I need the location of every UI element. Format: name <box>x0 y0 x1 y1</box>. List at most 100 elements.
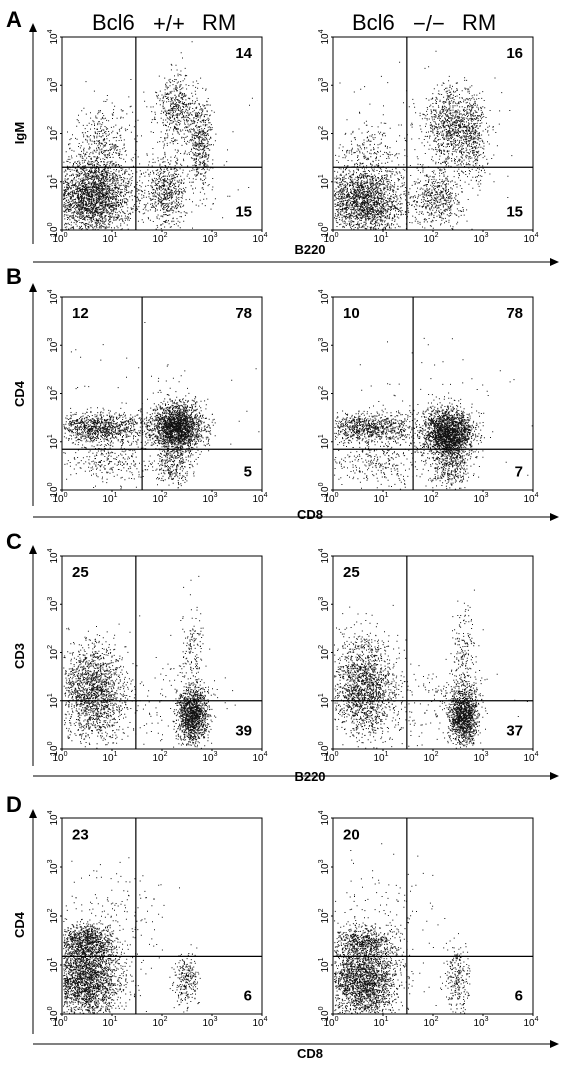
y-tick-label: 100 <box>47 741 60 756</box>
x-tick-label: 101 <box>102 1016 117 1029</box>
y-tick-label: 101 <box>318 174 331 189</box>
event-dot-cloud <box>334 337 533 490</box>
quadrant-value-lower-right: 6 <box>515 987 523 1004</box>
plot-d-wildtype: 23 6 100 101 102 103 104 100 101 102 103 104 <box>47 810 268 1029</box>
ylabel-b: CD4 <box>12 380 27 407</box>
x-tick-label: 100 <box>323 232 338 245</box>
plot-a-knockout: 16 15 100 101 102 103 104 100 101 102 103 104 <box>318 29 539 245</box>
ylabel-d: CD4 <box>12 911 27 938</box>
y-tick-label: 102 <box>318 908 331 923</box>
y-tick-label: 103 <box>47 338 60 353</box>
y-tick-label: 100 <box>47 222 60 237</box>
x-arrow-head-b <box>550 513 559 521</box>
y-tick-label: 103 <box>318 78 331 93</box>
x-tick-label: 104 <box>523 492 538 505</box>
header-left-gene: Bcl6 <box>92 10 135 35</box>
panel-letter-d: D <box>6 792 22 817</box>
x-arrow-head-a <box>550 258 559 266</box>
y-tick-label: 102 <box>318 386 331 401</box>
plot-c-wildtype: 25 39 100 101 102 103 104 100 101 102 103 104 <box>47 548 268 764</box>
y-tick-label: 101 <box>318 434 331 449</box>
axis-arrows <box>29 23 559 1048</box>
x-tick-label: 101 <box>102 492 117 505</box>
quadrant-value-upper-right: 14 <box>235 45 252 62</box>
x-tick-label: 103 <box>473 751 488 764</box>
x-tick-label: 101 <box>373 751 388 764</box>
quadrant-value-lower-right: 15 <box>506 203 523 220</box>
event-dots <box>63 857 201 1014</box>
plot-frame <box>332 296 534 491</box>
panel-letter-a: A <box>6 7 22 32</box>
quadrant-value-lower-right: 15 <box>235 203 252 220</box>
event-dots <box>334 589 528 749</box>
y-tick-label: 103 <box>47 859 60 874</box>
xlabel-a: B220 <box>294 242 325 257</box>
x-tick-label: 103 <box>202 751 217 764</box>
event-dot-cloud <box>63 857 201 1014</box>
x-tick-label: 104 <box>252 751 267 764</box>
x-tick-label: 101 <box>373 232 388 245</box>
y-tick-label: 103 <box>318 597 331 612</box>
x-tick-label: 101 <box>102 751 117 764</box>
column-header-right: Bcl6 −/− RM <box>352 10 496 36</box>
x-arrow-head-c <box>550 772 559 780</box>
x-tick-label: 104 <box>523 1016 538 1029</box>
quadrant-value-lower-right: 5 <box>244 463 252 480</box>
panel-a: A IgM B220 14 15 100 101 102 103 104 100 101 102 1… <box>6 7 539 257</box>
y-tick-label: 101 <box>318 693 331 708</box>
y-tick-label: 104 <box>318 810 331 825</box>
xlabel-d: CD8 <box>297 1046 323 1061</box>
event-dots <box>334 50 513 230</box>
x-tick-label: 102 <box>152 232 167 245</box>
quadrant-value-lower-right: 6 <box>244 987 252 1004</box>
header-left-genotype: +/+ <box>153 11 185 36</box>
y-tick-label: 100 <box>318 482 331 497</box>
y-tick-label: 104 <box>47 548 60 563</box>
y-tick-label: 104 <box>47 289 60 304</box>
quadrant-value-upper-left: 12 <box>72 305 89 322</box>
y-tick-label: 104 <box>47 810 60 825</box>
plot-b-knockout: 10 78 7 100 101 102 103 104 100 101 102 103 104 <box>318 289 539 505</box>
x-tick-label: 104 <box>252 232 267 245</box>
y-tick-label: 101 <box>47 174 60 189</box>
y-tick-label: 101 <box>47 693 60 708</box>
y-tick-label: 100 <box>47 1006 60 1021</box>
event-dot-cloud <box>334 843 471 1014</box>
x-tick-label: 104 <box>523 232 538 245</box>
x-tick-label: 100 <box>323 492 338 505</box>
y-tick-label: 102 <box>47 126 60 141</box>
panel-letter-b: B <box>6 264 22 289</box>
event-dot-cloud <box>334 50 513 230</box>
ylabel-a: IgM <box>12 122 27 144</box>
x-tick-label: 102 <box>423 751 438 764</box>
y-arrow-head-a <box>29 23 37 32</box>
event-dots <box>334 337 533 490</box>
x-tick-label: 102 <box>152 751 167 764</box>
event-dots <box>63 575 236 749</box>
x-tick-label: 101 <box>373 492 388 505</box>
y-tick-label: 100 <box>47 482 60 497</box>
x-tick-label: 102 <box>423 232 438 245</box>
x-tick-label: 100 <box>52 751 67 764</box>
y-arrow-head-d <box>29 809 37 818</box>
header-right-genotype: −/− <box>413 11 445 36</box>
x-tick-label: 103 <box>473 1016 488 1029</box>
x-tick-label: 100 <box>323 751 338 764</box>
y-tick-label: 101 <box>318 957 331 972</box>
panel-d: D CD4 CD8 23 6 100 101 102 103 104 100 101 102 103… <box>6 792 539 1061</box>
y-tick-label: 104 <box>318 289 331 304</box>
y-tick-label: 103 <box>47 597 60 612</box>
x-tick-label: 102 <box>152 492 167 505</box>
y-tick-label: 102 <box>318 126 331 141</box>
y-tick-label: 101 <box>47 434 60 449</box>
y-tick-label: 100 <box>318 741 331 756</box>
y-arrow-head-b <box>29 283 37 292</box>
quadrant-value-lower-right: 37 <box>506 722 523 739</box>
x-tick-label: 101 <box>373 1016 388 1029</box>
quadrant-value-upper-left: 20 <box>343 827 360 844</box>
x-tick-label: 100 <box>52 232 67 245</box>
plot-frame <box>61 817 263 1015</box>
event-dot-cloud <box>334 589 528 749</box>
